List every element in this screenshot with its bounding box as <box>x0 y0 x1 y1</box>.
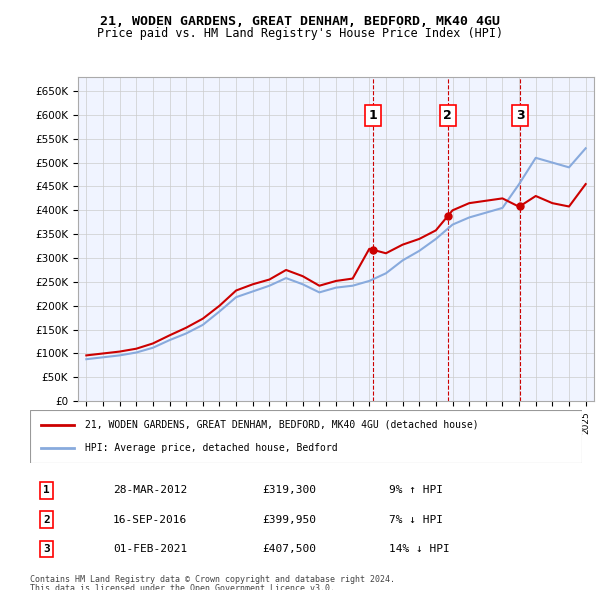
Text: £407,500: £407,500 <box>262 544 316 554</box>
Text: 1: 1 <box>369 109 377 122</box>
Text: 14% ↓ HPI: 14% ↓ HPI <box>389 544 449 554</box>
Text: Price paid vs. HM Land Registry's House Price Index (HPI): Price paid vs. HM Land Registry's House … <box>97 27 503 40</box>
Text: 28-MAR-2012: 28-MAR-2012 <box>113 486 187 496</box>
Text: 2: 2 <box>443 109 452 122</box>
Text: HPI: Average price, detached house, Bedford: HPI: Average price, detached house, Bedf… <box>85 443 338 453</box>
Text: 9% ↑ HPI: 9% ↑ HPI <box>389 486 443 496</box>
Text: 7% ↓ HPI: 7% ↓ HPI <box>389 514 443 525</box>
Text: 21, WODEN GARDENS, GREAT DENHAM, BEDFORD, MK40 4GU (detached house): 21, WODEN GARDENS, GREAT DENHAM, BEDFORD… <box>85 420 479 430</box>
FancyBboxPatch shape <box>30 410 582 463</box>
Text: 21, WODEN GARDENS, GREAT DENHAM, BEDFORD, MK40 4GU: 21, WODEN GARDENS, GREAT DENHAM, BEDFORD… <box>100 15 500 28</box>
Text: This data is licensed under the Open Government Licence v3.0.: This data is licensed under the Open Gov… <box>30 584 335 590</box>
Text: 01-FEB-2021: 01-FEB-2021 <box>113 544 187 554</box>
Text: £319,300: £319,300 <box>262 486 316 496</box>
Text: 1: 1 <box>43 486 50 496</box>
Text: 3: 3 <box>516 109 525 122</box>
Text: Contains HM Land Registry data © Crown copyright and database right 2024.: Contains HM Land Registry data © Crown c… <box>30 575 395 584</box>
Text: £399,950: £399,950 <box>262 514 316 525</box>
Text: 3: 3 <box>43 544 50 554</box>
Text: 16-SEP-2016: 16-SEP-2016 <box>113 514 187 525</box>
Text: 2: 2 <box>43 514 50 525</box>
